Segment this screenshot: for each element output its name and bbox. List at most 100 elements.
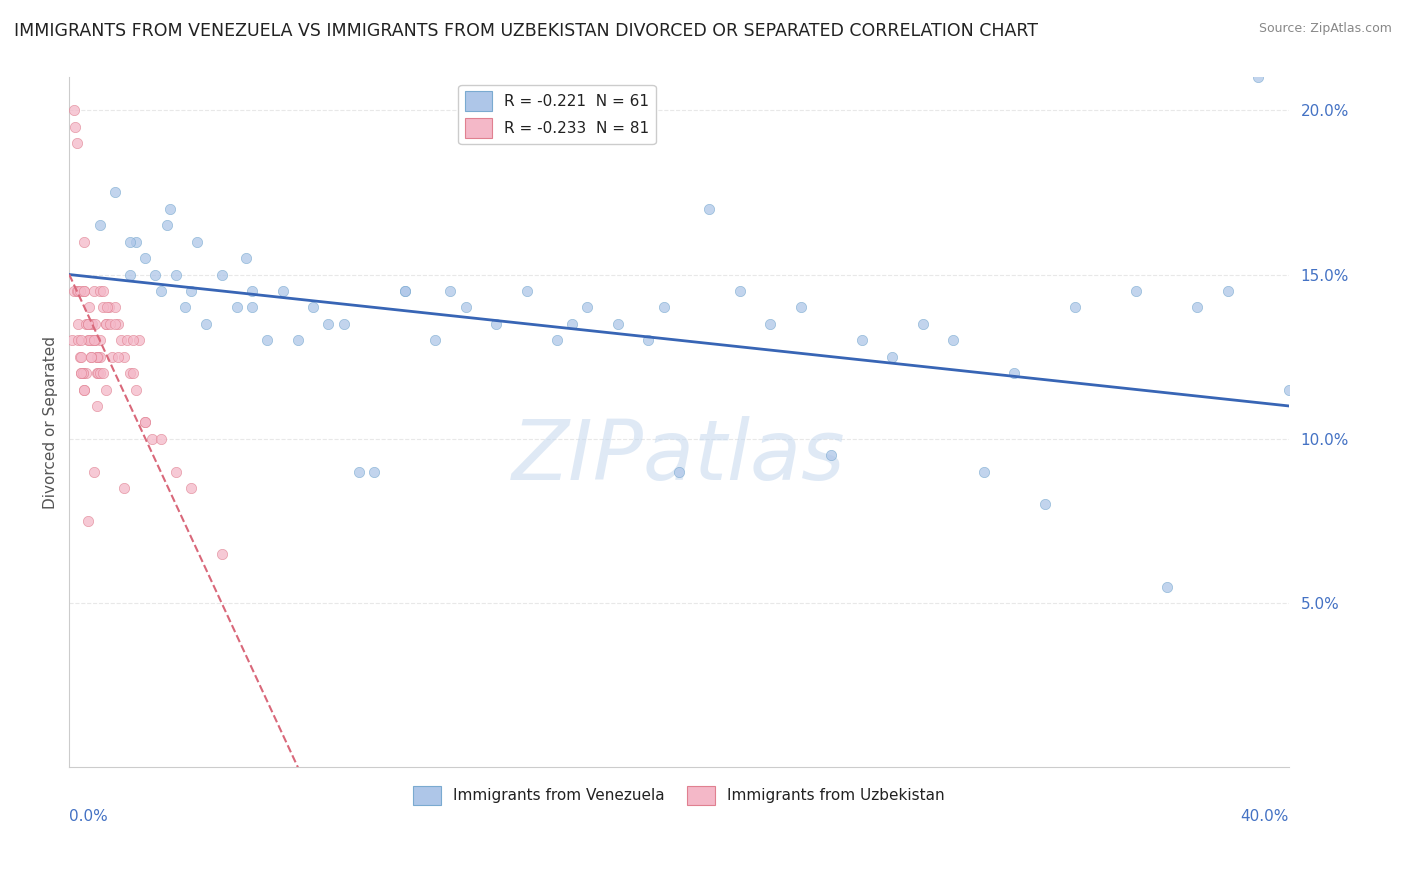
Point [87, 350, 110, 364]
Point [174, 301, 197, 315]
Point [79, 350, 101, 364]
Point [97, 301, 120, 315]
Point [91, 366, 114, 380]
Point [75, 366, 97, 380]
Point [82, 317, 104, 331]
Point [1125, 284, 1147, 298]
Point [332, 317, 354, 331]
Point [83, 465, 105, 479]
Text: Source: ZipAtlas.com: Source: ZipAtlas.com [1258, 22, 1392, 36]
Point [62, 284, 84, 298]
Point [165, 268, 187, 282]
Point [67, 333, 90, 347]
Point [394, 284, 416, 298]
Point [84, 333, 107, 347]
Point [423, 333, 446, 347]
Point [125, 383, 148, 397]
Point [165, 465, 187, 479]
Point [94, 317, 117, 331]
Text: 40.0%: 40.0% [1240, 809, 1289, 823]
Point [89, 219, 111, 233]
Point [134, 251, 156, 265]
Point [576, 301, 599, 315]
Point [77, 301, 100, 315]
Point [120, 268, 142, 282]
Point [66, 284, 89, 298]
Point [100, 317, 122, 331]
Point [73, 284, 96, 298]
Point [195, 317, 218, 331]
Point [1033, 498, 1056, 512]
Point [235, 251, 257, 265]
Point [72, 366, 94, 380]
Point [156, 219, 179, 233]
Point [120, 366, 142, 380]
Point [89, 333, 111, 347]
Point [607, 317, 630, 331]
Point [143, 268, 166, 282]
Point [112, 481, 135, 495]
Point [101, 350, 124, 364]
Point [318, 317, 340, 331]
Point [87, 366, 110, 380]
Point [91, 284, 114, 298]
Point [84, 317, 107, 331]
Point [1156, 580, 1178, 594]
Point [125, 235, 148, 249]
Text: IMMIGRANTS FROM VENEZUELA VS IMMIGRANTS FROM UZBEKISTAN DIVORCED OR SEPARATED CO: IMMIGRANTS FROM VENEZUELA VS IMMIGRANTS … [14, 22, 1038, 40]
Point [73, 284, 96, 298]
Point [180, 284, 202, 298]
Text: 0.0%: 0.0% [69, 809, 108, 823]
Point [134, 415, 156, 429]
Point [107, 350, 129, 364]
Point [134, 415, 156, 429]
Point [79, 317, 101, 331]
Point [76, 317, 98, 331]
Point [107, 317, 129, 331]
Point [72, 366, 94, 380]
Point [149, 432, 172, 446]
Point [1185, 301, 1208, 315]
Point [159, 202, 181, 216]
Point [76, 333, 98, 347]
Point [515, 284, 537, 298]
Point [652, 301, 675, 315]
Point [287, 333, 309, 347]
Point [439, 284, 461, 298]
Point [70, 366, 93, 380]
Point [256, 333, 278, 347]
Legend: Immigrants from Venezuela, Immigrants from Uzbekistan: Immigrants from Venezuela, Immigrants fr… [406, 780, 950, 812]
Point [128, 333, 150, 347]
Point [86, 350, 108, 364]
Point [86, 366, 108, 380]
Point [546, 333, 568, 347]
Point [728, 284, 751, 298]
Point [240, 284, 263, 298]
Point [86, 399, 108, 413]
Point [120, 235, 142, 249]
Point [73, 383, 96, 397]
Point [89, 350, 111, 364]
Text: ZIPatlas: ZIPatlas [512, 417, 846, 498]
Point [225, 301, 247, 315]
Point [790, 301, 813, 315]
Point [1278, 383, 1301, 397]
Point [820, 448, 842, 462]
Point [91, 301, 114, 315]
Point [394, 284, 416, 298]
Point [66, 136, 89, 150]
Point [94, 383, 117, 397]
Point [110, 333, 132, 347]
Point [60, 333, 83, 347]
Point [77, 333, 100, 347]
Point [699, 202, 721, 216]
Point [141, 432, 163, 446]
Point [79, 350, 101, 364]
Point [186, 235, 208, 249]
Point [122, 333, 145, 347]
Point [89, 366, 111, 380]
Point [485, 317, 508, 331]
Point [211, 268, 233, 282]
Point [302, 301, 325, 315]
Point [67, 317, 90, 331]
